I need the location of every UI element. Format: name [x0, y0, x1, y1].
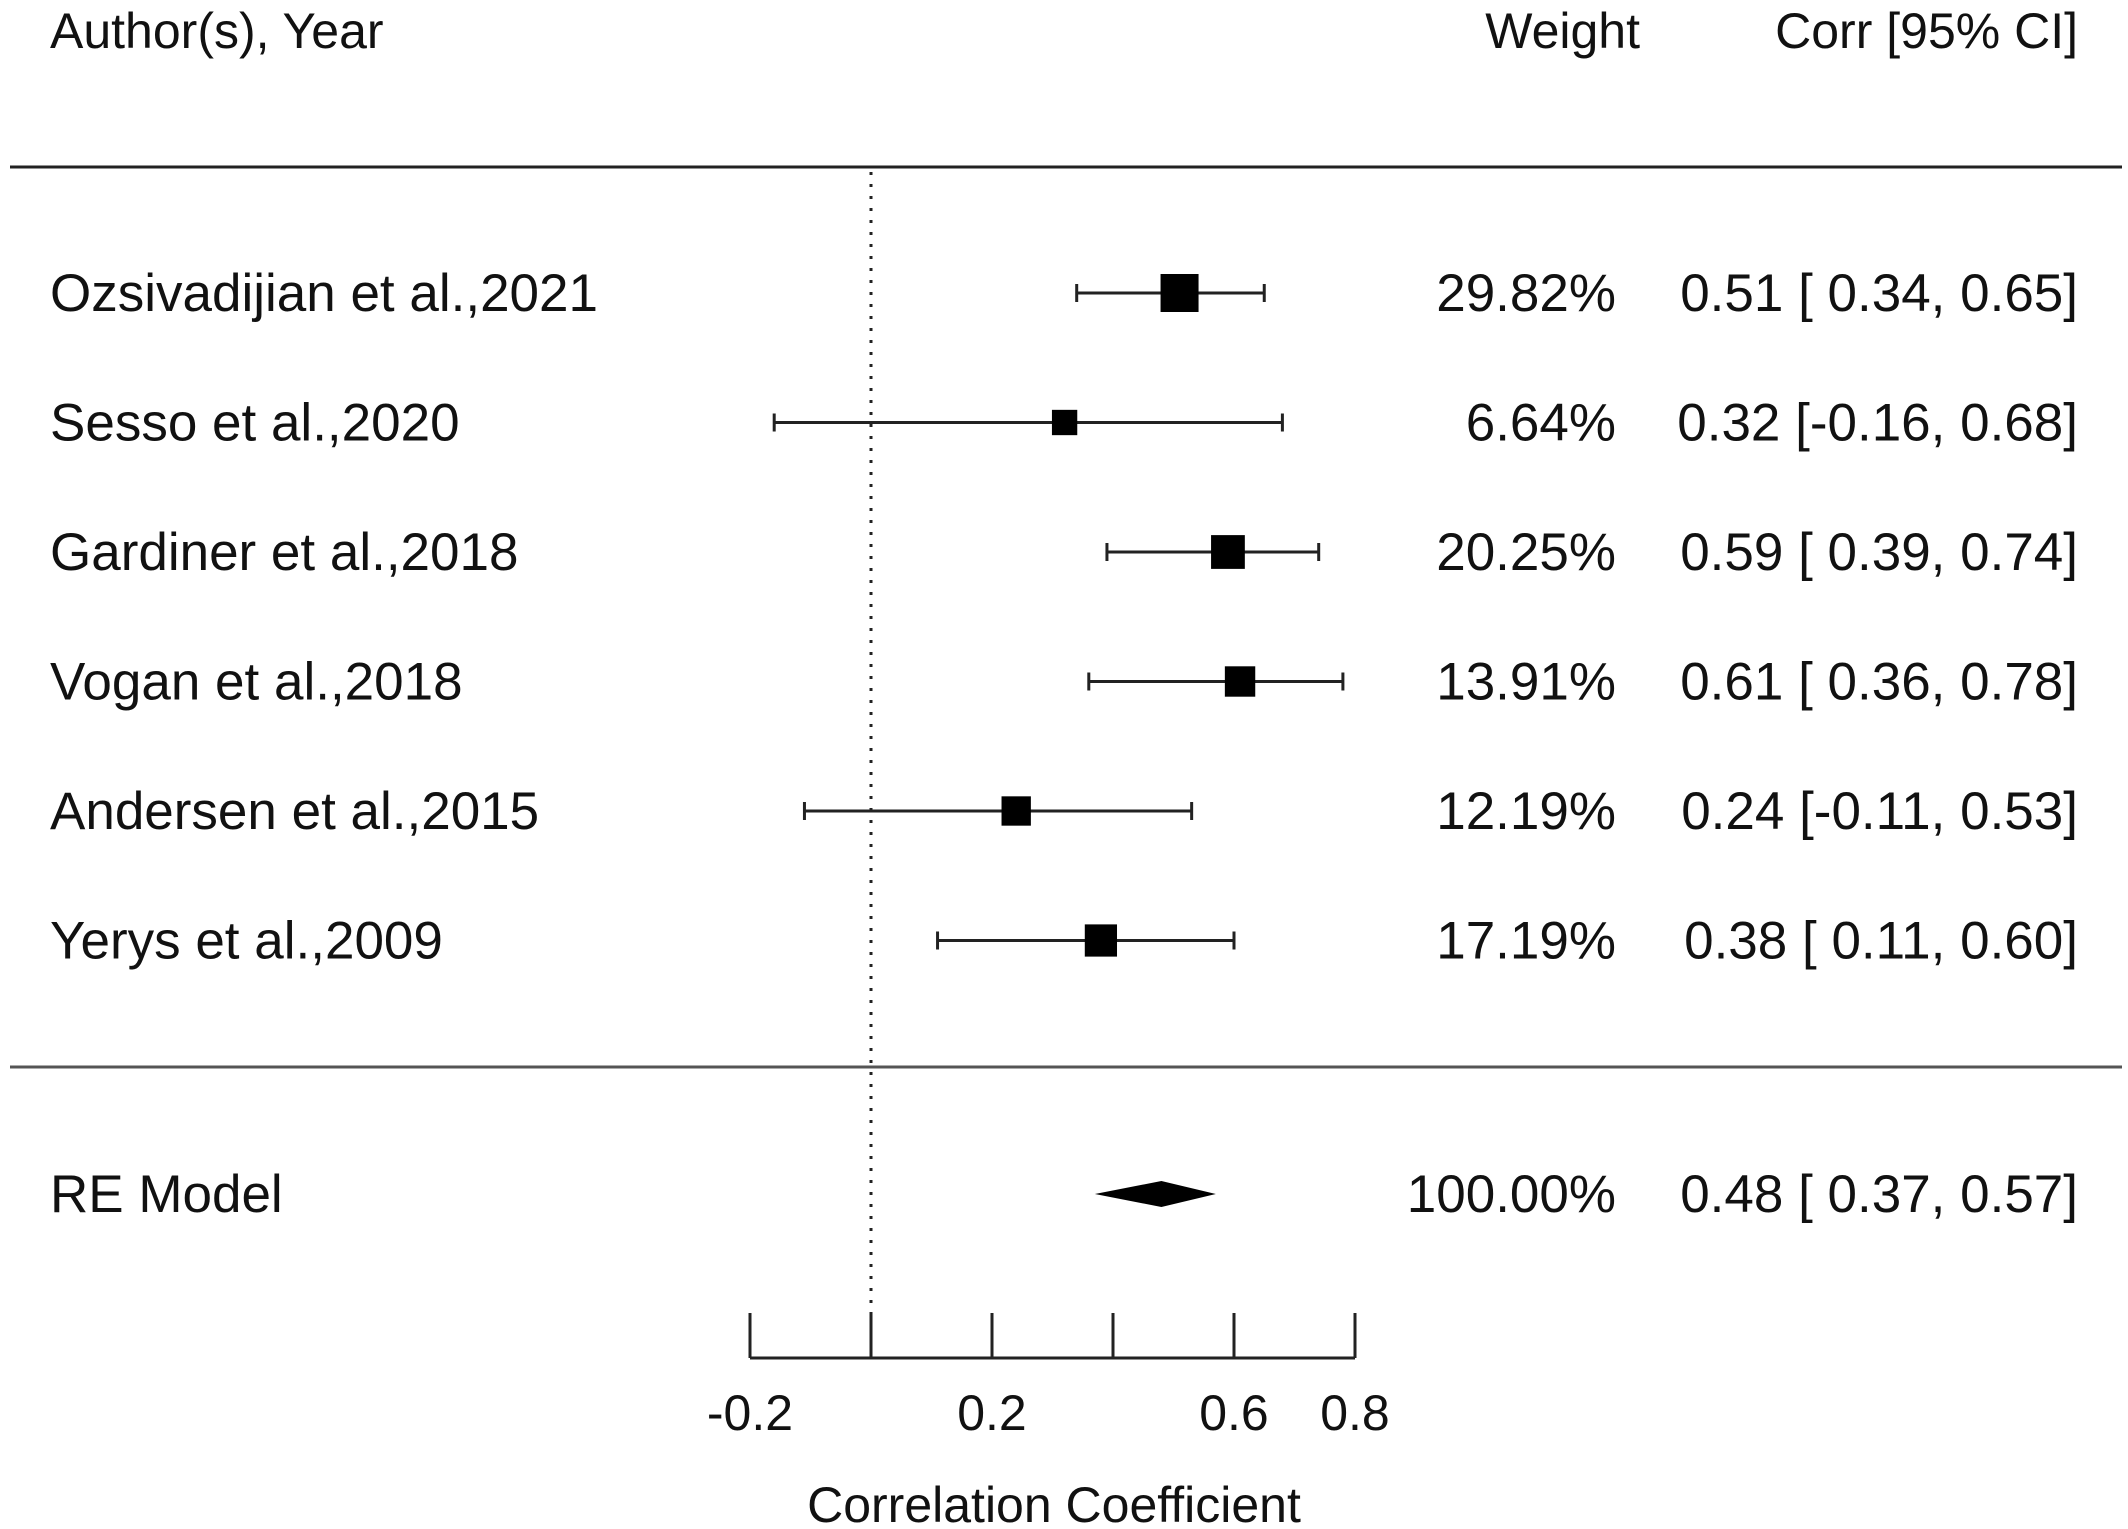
point-estimate: [1001, 796, 1031, 826]
x-axis-title: Correlation Coefficient: [807, 1477, 1301, 1529]
study-weight: 20.25%: [1436, 523, 1616, 582]
study-estimate-text: 0.59 [ 0.39, 0.74]: [1680, 523, 2078, 582]
study-row: Ozsivadijian et al.,2021 29.82% 0.51 [ 0.3…: [50, 264, 2078, 323]
study-weight: 29.82%: [1436, 264, 1616, 323]
study-weight: 12.19%: [1436, 782, 1616, 841]
header-study: Author(s), Year: [50, 3, 384, 59]
study-label: Yerys et al.,2009: [50, 912, 443, 971]
study-label: Sesso et al.,2020: [50, 394, 460, 453]
study-label: Andersen et al.,2015: [50, 782, 539, 841]
study-row: Vogan et al.,2018 13.91% 0.61 [ 0.36, 0.78…: [50, 653, 2078, 712]
summary-diamond: [1094, 1181, 1216, 1207]
study-estimate-text: 0.51 [ 0.34, 0.65]: [1680, 264, 2078, 323]
summary-estimate-text: 0.48 [ 0.37, 0.57]: [1680, 1165, 2078, 1224]
study-label: Gardiner et al.,2018: [50, 523, 518, 582]
study-estimate-text: 0.61 [ 0.36, 0.78]: [1680, 653, 2078, 712]
point-estimate: [1051, 409, 1078, 436]
study-row: Yerys et al.,2009 17.19% 0.38 [ 0.11, 0.60…: [50, 912, 2078, 971]
study-row: Andersen et al.,2015 12.19% 0.24 [-0.11, 0…: [50, 782, 2078, 841]
study-label: Ozsivadijian et al.,2021: [50, 264, 598, 323]
x-tick-label: 0.2: [957, 1385, 1027, 1441]
summary-weight: 100.00%: [1407, 1165, 1616, 1224]
point-estimate: [1084, 924, 1118, 957]
study-weight: 17.19%: [1436, 912, 1616, 971]
summary-label: RE Model: [50, 1165, 283, 1224]
study-label: Vogan et al.,2018: [50, 653, 463, 712]
study-estimate-text: 0.24 [-0.11, 0.53]: [1681, 782, 2078, 841]
study-weight: 13.91%: [1436, 653, 1616, 712]
header-estimate: Corr [95% CI]: [1775, 3, 2078, 59]
x-tick-label: 0.6: [1199, 1385, 1269, 1441]
study-estimate-text: 0.38 [ 0.11, 0.60]: [1684, 912, 2078, 971]
x-tick-label: -0.2: [707, 1385, 793, 1441]
x-axis: -0.2 0.2 0.6 0.8: [707, 1313, 1390, 1441]
study-estimate-text: 0.32 [-0.16, 0.68]: [1677, 394, 2078, 453]
point-estimate: [1224, 666, 1256, 697]
x-tick-label: 0.8: [1320, 1385, 1390, 1441]
header-weight: Weight: [1485, 3, 1640, 59]
study-weight: 6.64%: [1466, 394, 1616, 453]
study-row: Gardiner et al.,2018 20.25% 0.59 [ 0.39, 0…: [50, 523, 2078, 582]
study-row: Sesso et al.,2020 6.64% 0.32 [-0.16, 0.68]: [50, 394, 2078, 453]
point-estimate: [1211, 535, 1245, 569]
point-estimate: [1160, 274, 1199, 312]
